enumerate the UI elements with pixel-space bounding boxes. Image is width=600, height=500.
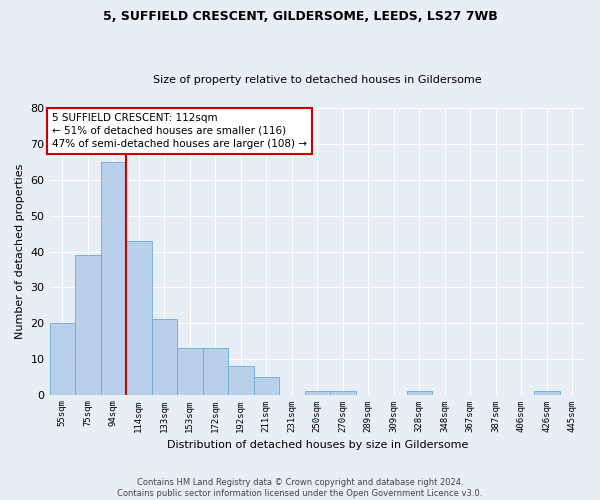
Text: 5 SUFFIELD CRESCENT: 112sqm
← 51% of detached houses are smaller (116)
47% of se: 5 SUFFIELD CRESCENT: 112sqm ← 51% of det… <box>52 113 307 149</box>
Bar <box>407 391 432 394</box>
Bar <box>534 391 560 394</box>
Title: Size of property relative to detached houses in Gildersome: Size of property relative to detached ho… <box>153 76 482 86</box>
Bar <box>50 323 75 394</box>
Text: 5, SUFFIELD CRESCENT, GILDERSOME, LEEDS, LS27 7WB: 5, SUFFIELD CRESCENT, GILDERSOME, LEEDS,… <box>103 10 497 23</box>
Bar <box>254 376 279 394</box>
Bar <box>228 366 254 394</box>
Bar <box>177 348 203 395</box>
Bar <box>305 391 330 394</box>
Y-axis label: Number of detached properties: Number of detached properties <box>15 164 25 339</box>
Text: Contains HM Land Registry data © Crown copyright and database right 2024.
Contai: Contains HM Land Registry data © Crown c… <box>118 478 482 498</box>
Bar <box>126 241 152 394</box>
Bar <box>101 162 126 394</box>
Bar <box>330 391 356 394</box>
Bar <box>75 255 101 394</box>
Bar <box>203 348 228 395</box>
X-axis label: Distribution of detached houses by size in Gildersome: Distribution of detached houses by size … <box>167 440 468 450</box>
Bar <box>152 320 177 394</box>
